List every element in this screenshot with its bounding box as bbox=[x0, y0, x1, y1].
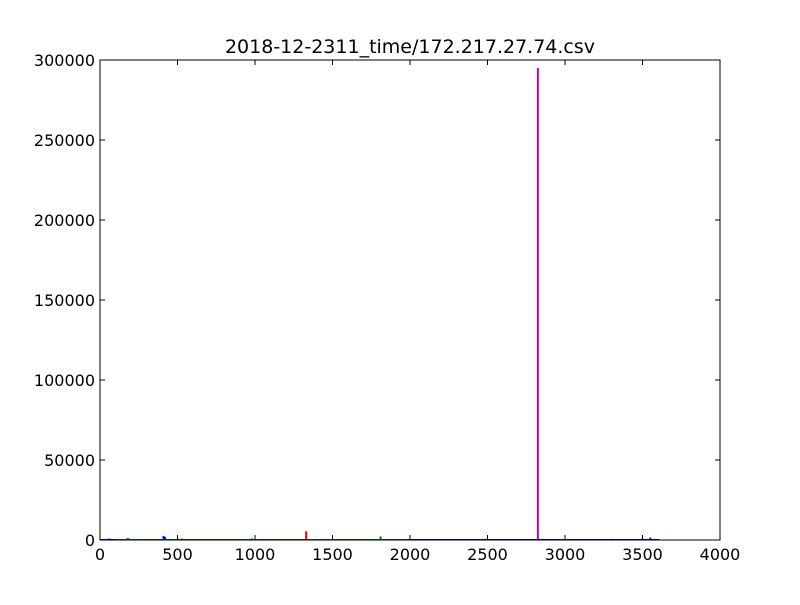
x-tick-label: 1500 bbox=[312, 545, 353, 564]
y-tick-label: 100000 bbox=[34, 371, 95, 390]
chart-title: 2018-12-2311_time/172.217.27.74.csv bbox=[225, 36, 595, 58]
y-tick-label: 0 bbox=[85, 531, 95, 550]
x-tick-label: 500 bbox=[162, 545, 193, 564]
x-tick-label: 3000 bbox=[545, 545, 586, 564]
plot-frame bbox=[99, 59, 721, 541]
y-tick-label: 150000 bbox=[34, 291, 95, 310]
y-tick-label: 300000 bbox=[34, 51, 95, 70]
y-tick-label: 50000 bbox=[44, 451, 95, 470]
x-tick-label: 2500 bbox=[467, 545, 508, 564]
x-tick-label: 4000 bbox=[700, 545, 741, 564]
y-tick-label: 200000 bbox=[34, 211, 95, 230]
x-tick-label: 2000 bbox=[390, 545, 431, 564]
x-tick-label: 1000 bbox=[235, 545, 276, 564]
x-tick-label: 0 bbox=[95, 545, 105, 564]
x-tick-label: 3500 bbox=[622, 545, 663, 564]
y-tick-label: 250000 bbox=[34, 131, 95, 150]
axis-ticks: 0 500 1000 1500 2000 2500 3000 3500 4000 0 50000 10… bbox=[34, 51, 740, 564]
